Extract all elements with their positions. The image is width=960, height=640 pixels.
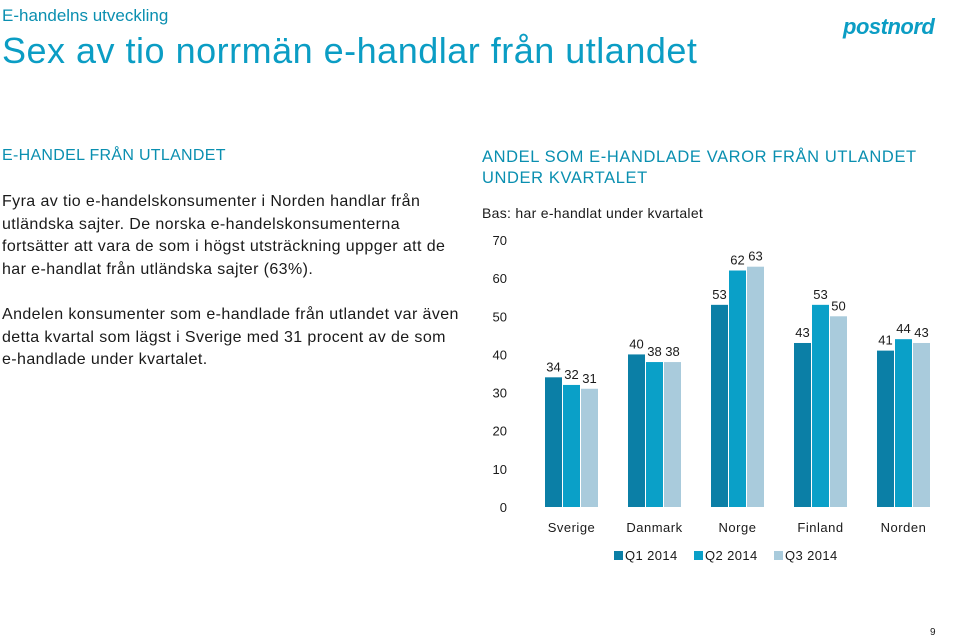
data-label: 43 <box>795 325 809 340</box>
legend-swatch <box>694 551 703 560</box>
bar <box>895 339 912 507</box>
bar <box>545 377 562 507</box>
data-label: 62 <box>730 253 744 268</box>
data-label: 53 <box>712 287 726 302</box>
bar <box>664 362 681 507</box>
bar <box>628 354 645 507</box>
data-label: 53 <box>813 287 827 302</box>
bar <box>581 388 598 507</box>
bar <box>711 304 728 507</box>
x-tick-label: Norden <box>881 520 927 535</box>
data-label: 38 <box>665 344 679 359</box>
body-paragraph-1: Fyra av tio e-handelskonsumenter i Norde… <box>2 193 446 278</box>
y-tick-label: 10 <box>493 462 507 477</box>
y-tick-label: 20 <box>493 424 507 439</box>
legend-label: Q1 2014 <box>625 548 678 563</box>
bar <box>794 342 811 507</box>
legend-swatch <box>774 551 783 560</box>
y-tick-label: 40 <box>493 347 507 362</box>
bar <box>913 342 930 507</box>
bar <box>747 266 764 507</box>
y-tick-label: 50 <box>493 309 507 324</box>
y-tick-label: 0 <box>500 500 507 515</box>
data-label: 41 <box>878 333 892 348</box>
bar <box>877 350 894 507</box>
body-paragraph-2: Andelen konsumenter som e-handlade från … <box>2 306 459 368</box>
bar-chart: 0 10 20 30 40 50 60 70 34 32 31 Sverige 40 38 38 Danmar… <box>493 233 930 563</box>
chart-subtitle: Bas: har e-handlat under kvartalet <box>482 205 704 221</box>
legend-swatch <box>614 551 623 560</box>
data-label: 50 <box>831 298 845 313</box>
data-label: 31 <box>582 371 596 386</box>
data-label: 63 <box>748 249 762 264</box>
bar <box>646 362 663 507</box>
postnord-logo: postnord <box>843 14 935 39</box>
y-tick-label: 60 <box>493 271 507 286</box>
bar <box>729 270 746 507</box>
data-label: 43 <box>914 325 928 340</box>
data-label: 34 <box>546 359 560 374</box>
x-tick-label: Finland <box>797 520 843 535</box>
section-title: E-HANDEL FRÅN UTLANDET <box>2 147 226 164</box>
legend-label: Q3 2014 <box>785 548 838 563</box>
y-tick-label: 30 <box>493 386 507 401</box>
section-kicker: E-handelns utveckling <box>2 6 169 25</box>
bar <box>830 316 847 507</box>
y-tick-label: 70 <box>493 233 507 248</box>
x-tick-label: Sverige <box>548 520 596 535</box>
data-label: 40 <box>629 336 643 351</box>
data-label: 38 <box>647 344 661 359</box>
page-title: Sex av tio norrmän e-handlar från utland… <box>2 30 698 71</box>
bar <box>563 384 580 507</box>
bar <box>812 304 829 507</box>
page-number: 9 <box>930 627 936 638</box>
x-tick-label: Danmark <box>626 520 682 535</box>
data-label: 32 <box>564 367 578 382</box>
x-tick-label: Norge <box>719 520 757 535</box>
chart-title: ANDEL SOM E-HANDLADE VAROR FRÅN UTLANDET… <box>482 148 917 187</box>
legend-label: Q2 2014 <box>705 548 758 563</box>
data-label: 44 <box>896 321 910 336</box>
